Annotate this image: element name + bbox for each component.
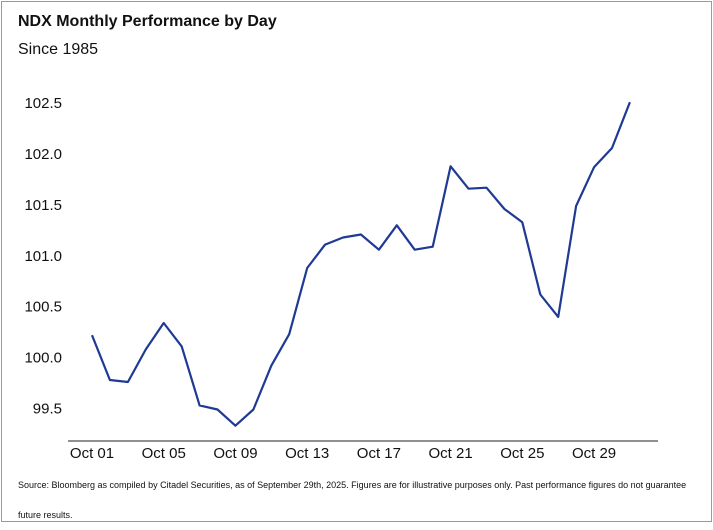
y-tick-label: 99.5 (33, 400, 62, 417)
x-tick-label: Oct 09 (213, 445, 257, 462)
y-tick-label: 102.5 (24, 95, 62, 112)
x-tick-label: Oct 01 (70, 445, 114, 462)
chart: NDX Monthly Performance by Day Since 198… (18, 13, 658, 462)
chart-subtitle: Since 1985 (18, 41, 98, 58)
chart-title: NDX Monthly Performance by Day (18, 13, 277, 30)
x-tick-label: Oct 25 (500, 445, 544, 462)
y-tick-label: 100.0 (24, 350, 62, 367)
data-line (90, 101, 631, 427)
y-tick-label: 101.5 (24, 197, 62, 214)
y-tick-label: 101.0 (24, 248, 62, 265)
x-tick-label: Oct 21 (429, 445, 473, 462)
x-tick-label: Oct 05 (142, 445, 186, 462)
x-tick-label: Oct 29 (572, 445, 616, 462)
source-note: Source: Bloomberg as compiled by Citadel… (18, 480, 687, 520)
x-tick-label: Oct 13 (285, 445, 329, 462)
x-tick-label: Oct 17 (357, 445, 401, 462)
y-tick-label: 102.0 (24, 146, 62, 163)
y-tick-label: 100.5 (24, 299, 62, 316)
